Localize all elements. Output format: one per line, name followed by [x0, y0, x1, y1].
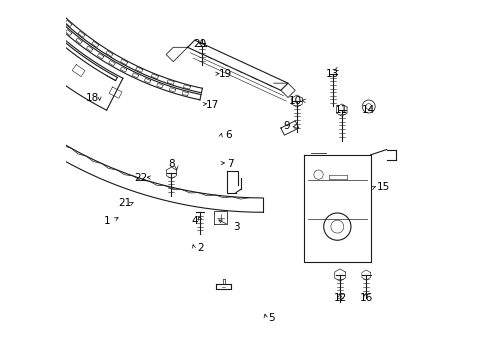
Text: 1: 1	[103, 216, 110, 226]
Text: 6: 6	[225, 130, 232, 140]
Text: 4: 4	[192, 216, 198, 226]
Text: 22: 22	[134, 173, 147, 183]
Text: 2: 2	[197, 243, 203, 253]
Text: 12: 12	[333, 293, 346, 303]
Text: 10: 10	[289, 96, 302, 106]
Text: 15: 15	[376, 182, 390, 192]
Text: 14: 14	[362, 105, 375, 115]
Text: 5: 5	[269, 313, 275, 323]
Text: 8: 8	[168, 159, 175, 169]
Text: 18: 18	[86, 93, 99, 103]
Text: 16: 16	[360, 293, 373, 303]
Text: 13: 13	[326, 69, 340, 79]
Text: 17: 17	[206, 100, 220, 110]
Text: 19: 19	[219, 69, 232, 79]
Text: 7: 7	[227, 159, 234, 169]
Text: 9: 9	[283, 121, 290, 131]
Text: 3: 3	[233, 222, 239, 231]
Text: 20: 20	[194, 39, 207, 49]
Text: 11: 11	[335, 105, 348, 115]
Text: 21: 21	[118, 198, 131, 208]
